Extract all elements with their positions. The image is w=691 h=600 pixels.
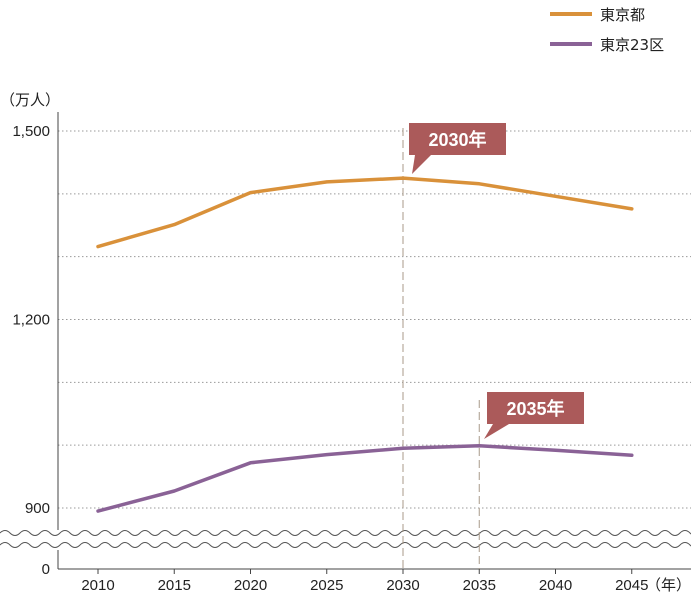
x-axis-unit: （年） — [646, 577, 691, 594]
legend-item: 東京都 — [550, 6, 645, 24]
y-tick-label: 900 — [25, 500, 50, 517]
data-point — [630, 454, 633, 457]
data-point — [630, 207, 633, 211]
x-tick-label: 2025 — [310, 577, 343, 594]
axes — [57, 112, 691, 574]
legend-label: 東京23区 — [600, 36, 664, 54]
legend-label: 東京都 — [600, 6, 645, 24]
y-tick-label: 1,200 — [12, 312, 50, 329]
data-point — [173, 223, 176, 226]
data-point — [554, 448, 557, 452]
callout-label: 2030年 — [428, 129, 486, 150]
series-lines — [96, 176, 634, 513]
y-tick-label: 0 — [42, 561, 50, 578]
data-point — [325, 180, 328, 184]
axis-break-wave — [0, 542, 691, 548]
annotation-callout: 2030年 — [409, 123, 506, 174]
legend-item: 東京23区 — [550, 36, 664, 54]
y-axis-title: （万人） — [0, 92, 60, 109]
x-tick-label: 2030 — [386, 577, 419, 594]
data-point — [478, 182, 481, 185]
callout-pointer — [484, 424, 509, 439]
callout-pointer — [412, 155, 431, 174]
annotation-vlines — [402, 128, 480, 569]
data-point — [401, 447, 405, 450]
series-line-tokyo — [96, 176, 634, 249]
data-point — [96, 509, 100, 513]
data-point — [96, 245, 100, 248]
annotations: 2030年 2035年 — [409, 123, 584, 439]
data-point — [401, 176, 405, 180]
data-point — [173, 489, 176, 493]
series-line-23ku — [96, 444, 634, 513]
x-tick-label: 2045 — [615, 577, 648, 594]
callout-box — [487, 392, 584, 424]
annotation-callout: 2035年 — [484, 392, 584, 439]
data-point — [554, 195, 557, 198]
x-tick-label: 2020 — [234, 577, 267, 594]
axis-break — [0, 530, 691, 550]
callout-label: 2035年 — [506, 398, 564, 419]
x-tick-label: 2040 — [539, 577, 572, 594]
data-point — [249, 191, 252, 194]
data-point — [478, 444, 481, 447]
data-point — [325, 453, 328, 456]
axis-break-wave — [0, 530, 691, 536]
x-tick-label: 2010 — [81, 577, 114, 594]
y-tick-label: 1,500 — [12, 123, 50, 140]
gridlines — [58, 130, 691, 509]
x-tick-label: 2015 — [158, 577, 191, 594]
callout-box — [409, 123, 506, 155]
axis-break-mask — [0, 530, 691, 550]
tick-labels: （万人） 1,500 1,200 900 0 2010 2015 2020 2025 2030 20… — [0, 92, 691, 594]
data-point — [249, 461, 252, 464]
x-tick-label: 2035 — [463, 577, 496, 594]
